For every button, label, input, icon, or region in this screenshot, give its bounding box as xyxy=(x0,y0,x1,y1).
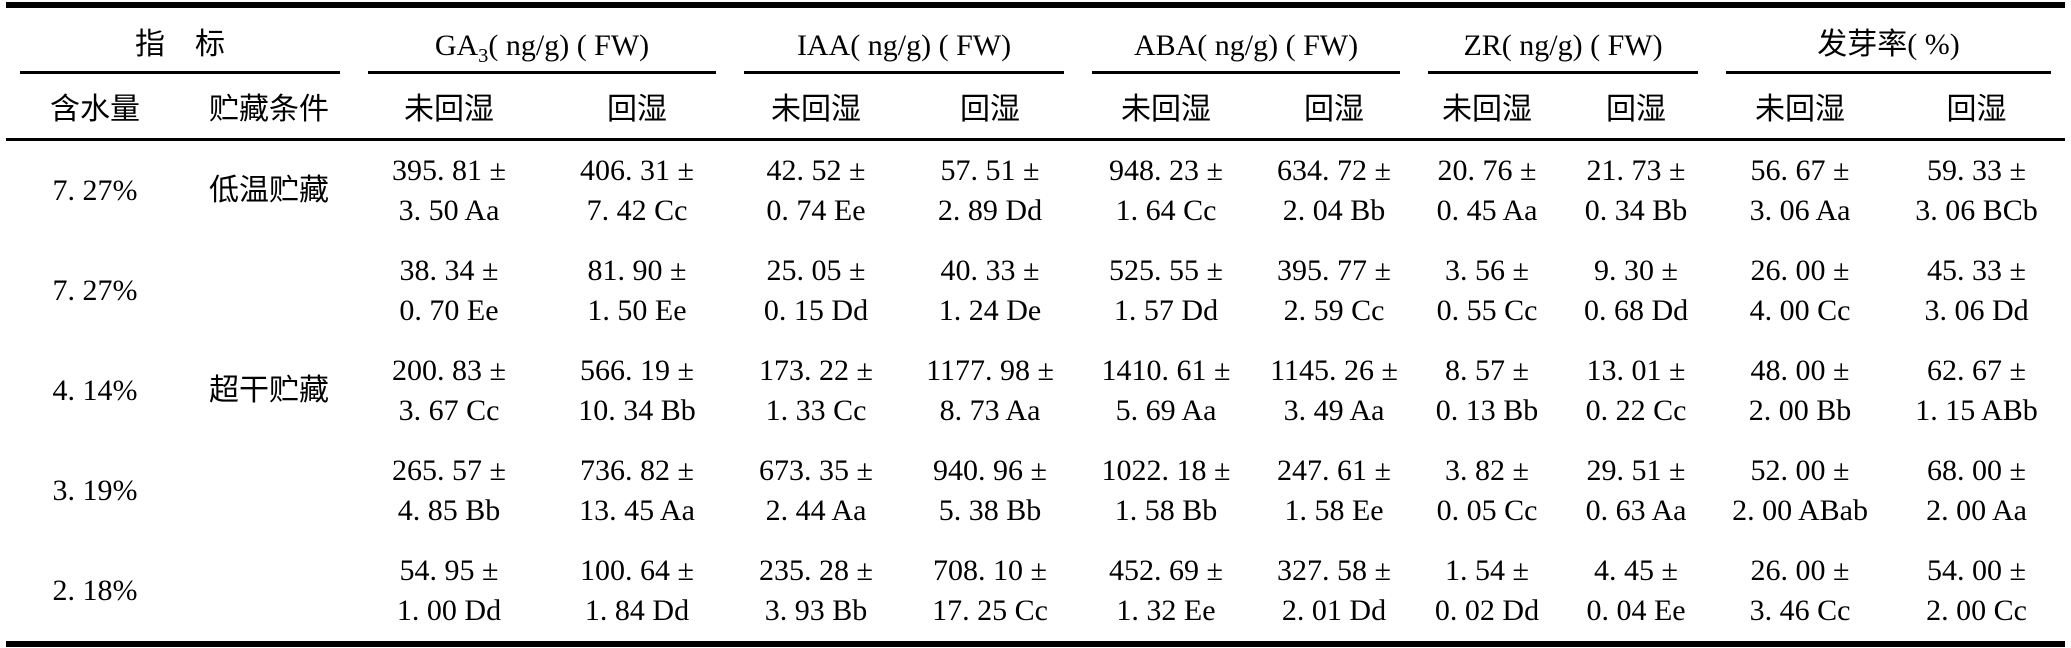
subheader-germination-dry: 未回湿 xyxy=(1712,74,1889,141)
iaa-label-pre: IAA xyxy=(796,29,851,62)
subheader-aba-wet: 回湿 xyxy=(1254,74,1415,141)
subheader-iaa-wet: 回湿 xyxy=(902,74,1078,141)
group-header-ga3: GA3( ng/g) ( FW) xyxy=(354,5,730,74)
data-cell: 940. 96 ± 5. 38 Bb xyxy=(933,453,1047,528)
iaa-label-post: ( ng/g) ( FW) xyxy=(850,29,1012,62)
data-cell: 1. 54 ± 0. 02 Dd xyxy=(1434,553,1540,628)
data-cell: 54. 00 ± 2. 00 Cc xyxy=(1926,553,2027,628)
data-cell: 173. 22 ± 1. 33 Cc xyxy=(759,353,873,428)
data-cell: 452. 69 ± 1. 32 Ee xyxy=(1109,553,1223,628)
subheader-zr-dry: 未回湿 xyxy=(1414,74,1561,141)
data-cell: 38. 34 ± 0. 70 Ee xyxy=(399,253,499,328)
data-cell: 25. 05 ± 0. 15 Dd xyxy=(763,253,869,328)
data-cell: 634. 72 ± 2. 04 Bb xyxy=(1277,153,1391,228)
group-header-iaa: IAA( ng/g) ( FW) xyxy=(730,5,1078,74)
hormone-germination-table: 指 标 GA3( ng/g) ( FW) IAA( ng/g) ( FW) AB… xyxy=(6,2,2066,647)
data-cell: 59. 33 ± 3. 06 BCb xyxy=(1915,153,2038,228)
zr-label-post: ( ng/g) ( FW) xyxy=(1501,29,1663,62)
group-header-germination: 发芽率( %) xyxy=(1712,5,2065,74)
data-cell: 1410. 61 ± 5. 69 Aa xyxy=(1101,353,1231,428)
data-cell: 100. 64 ± 1. 84 Dd xyxy=(580,553,694,628)
ga3-label-pre: GA xyxy=(434,29,479,62)
table-row: 3. 19% 265. 57 ± 4. 85 Bb 736. 82 ± 13. … xyxy=(6,441,2065,541)
table-row: 4. 14% 超干贮藏 200. 83 ± 3. 67 Cc 566. 19 ±… xyxy=(6,341,2065,441)
data-cell: 3. 82 ± 0. 05 Cc xyxy=(1436,453,1538,528)
group-header-zr: ZR( ng/g) ( FW) xyxy=(1414,5,1712,74)
table-row: 7. 27% 低温贮藏 395. 81 ± 3. 50 Aa 406. 31 ±… xyxy=(6,140,2065,242)
data-cell: 1022. 18 ± 1. 58 Bb xyxy=(1101,453,1231,528)
data-cell: 1145. 26 ± 3. 49 Aa xyxy=(1270,353,1398,428)
data-cell: 736. 82 ± 13. 45 Aa xyxy=(579,453,695,528)
data-cell: 265. 57 ± 4. 85 Bb xyxy=(392,453,506,528)
subheader-storage: 贮藏条件 xyxy=(184,74,354,141)
germination-label-post: ( %) xyxy=(1907,28,1960,61)
ga3-label-subscript: 3 xyxy=(478,45,489,67)
indicator-header: 指 标 xyxy=(6,5,354,74)
data-cell: 62. 67 ± 1. 15 ABb xyxy=(1915,353,2038,428)
data-cell: 708. 10 ± 17. 25 Cc xyxy=(932,553,1048,628)
aba-label-pre: ABA xyxy=(1133,29,1198,62)
ga3-label-post: ( ng/g) ( FW) xyxy=(488,29,650,62)
group-header-row: 指 标 GA3( ng/g) ( FW) IAA( ng/g) ( FW) AB… xyxy=(6,5,2065,74)
data-cell: 29. 51 ± 0. 63 Aa xyxy=(1585,453,1687,528)
data-cell: 26. 00 ± 4. 00 Cc xyxy=(1749,253,1851,328)
zr-label-pre: ZR xyxy=(1463,29,1502,62)
data-cell: 56. 67 ± 3. 06 Aa xyxy=(1749,153,1851,228)
data-cell: 54. 95 ± 1. 00 Dd xyxy=(396,553,502,628)
data-cell: 21. 73 ± 0. 34 Bb xyxy=(1584,153,1688,228)
subheader-iaa-dry: 未回湿 xyxy=(730,74,902,141)
data-cell: 948. 23 ± 1. 64 Cc xyxy=(1109,153,1223,228)
group-header-aba: ABA( ng/g) ( FW) xyxy=(1078,5,1414,74)
subheader-zr-wet: 回湿 xyxy=(1560,74,1713,141)
data-cell: 42. 52 ± 0. 74 Ee xyxy=(766,153,866,228)
storage-cell xyxy=(184,541,354,644)
sub-header-row: 含水量 贮藏条件 未回湿 回湿 未回湿 回湿 未回湿 回湿 未回湿 回湿 未回湿… xyxy=(6,74,2066,141)
table-row: 2. 18% 54. 95 ± 1. 00 Dd 100. 64 ± 1. 84… xyxy=(6,541,2065,644)
moisture-cell: 4. 14% xyxy=(52,373,138,407)
data-cell: 20. 76 ± 0. 45 Aa xyxy=(1436,153,1538,228)
data-cell: 13. 01 ± 0. 22 Cc xyxy=(1585,353,1687,428)
data-cell: 525. 55 ± 1. 57 Dd xyxy=(1109,253,1223,328)
data-cell: 52. 00 ± 2. 00 ABab xyxy=(1732,453,1868,528)
data-cell: 566. 19 ± 10. 34 Bb xyxy=(578,353,696,428)
data-cell: 45. 33 ± 3. 06 Dd xyxy=(1924,253,2029,328)
data-cell: 247. 61 ± 1. 58 Ee xyxy=(1277,453,1391,528)
subheader-aba-dry: 未回湿 xyxy=(1078,74,1254,141)
data-cell: 395. 81 ± 3. 50 Aa xyxy=(392,153,506,228)
data-cell: 395. 77 ± 2. 59 Cc xyxy=(1277,253,1391,328)
storage-cell xyxy=(184,441,354,541)
data-cell: 327. 58 ± 2. 01 Dd xyxy=(1277,553,1391,628)
storage-cell xyxy=(184,241,354,341)
data-cell: 81. 90 ± 1. 50 Ee xyxy=(587,253,687,328)
data-cell: 26. 00 ± 3. 46 Cc xyxy=(1749,553,1851,628)
indicator-header-label: 指 标 xyxy=(20,9,340,74)
data-cell: 4. 45 ± 0. 04 Ee xyxy=(1586,553,1686,628)
data-cell: 57. 51 ± 2. 89 Dd xyxy=(937,153,1043,228)
subheader-germination-wet: 回湿 xyxy=(1888,74,2066,141)
data-cell: 48. 00 ± 2. 00 Bb xyxy=(1748,353,1852,428)
moisture-cell: 3. 19% xyxy=(52,473,138,507)
data-cell: 3. 56 ± 0. 55 Cc xyxy=(1436,253,1538,328)
subheader-ga3-dry: 未回湿 xyxy=(354,74,544,141)
data-cell: 200. 83 ± 3. 67 Cc xyxy=(392,353,506,428)
subheader-ga3-wet: 回湿 xyxy=(544,74,730,141)
storage-cell: 低温贮藏 xyxy=(209,173,329,207)
table-row: 7. 27% 38. 34 ± 0. 70 Ee 81. 90 ± 1. 50 … xyxy=(6,241,2065,341)
data-cell: 40. 33 ± 1. 24 De xyxy=(938,253,1042,328)
data-cell: 235. 28 ± 3. 93 Bb xyxy=(759,553,873,628)
moisture-cell: 7. 27% xyxy=(52,273,138,307)
data-cell: 673. 35 ± 2. 44 Aa xyxy=(759,453,873,528)
moisture-cell: 2. 18% xyxy=(52,573,138,607)
data-cell: 8. 57 ± 0. 13 Bb xyxy=(1435,353,1539,428)
storage-cell: 超干贮藏 xyxy=(209,373,329,407)
germination-label-pre: 发芽率 xyxy=(1817,28,1908,61)
aba-label-post: ( ng/g) ( FW) xyxy=(1197,29,1359,62)
data-cell: 68. 00 ± 2. 00 Aa xyxy=(1926,453,2027,528)
moisture-cell: 7. 27% xyxy=(52,173,138,207)
data-cell: 1177. 98 ± 8. 73 Aa xyxy=(926,353,1054,428)
data-cell: 9. 30 ± 0. 68 Dd xyxy=(1583,253,1689,328)
subheader-moisture: 含水量 xyxy=(6,74,184,141)
data-cell: 406. 31 ± 7. 42 Cc xyxy=(580,153,694,228)
